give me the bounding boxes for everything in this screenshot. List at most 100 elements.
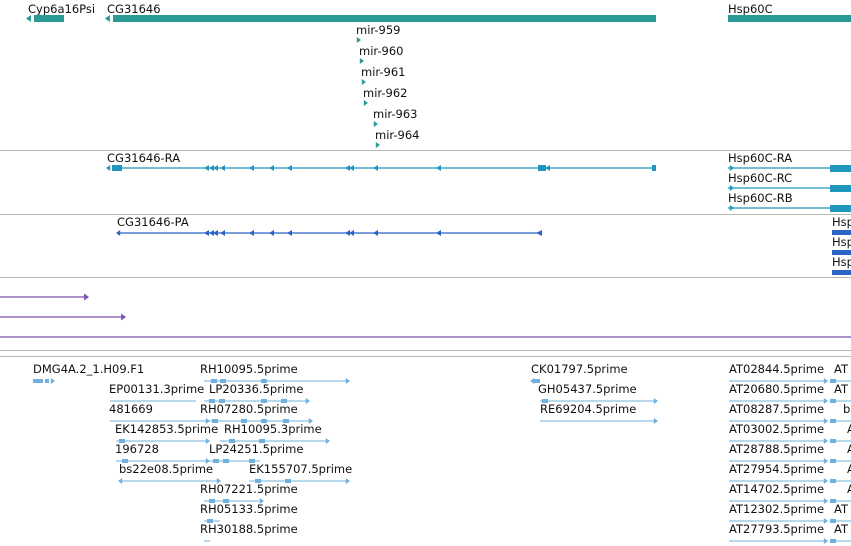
mirna-feature[interactable]: mir-961 — [361, 65, 406, 85]
protein-hsp60c[interactable]: Hsp — [832, 235, 851, 255]
est-exon — [223, 459, 229, 463]
est-exon — [542, 399, 548, 403]
est-exon — [261, 399, 267, 403]
est-feature-partial[interactable]: b — [830, 402, 851, 423]
est-feature[interactable]: CK01797.5prime — [530, 362, 628, 384]
strand-arrow-right — [823, 458, 828, 464]
est-feature[interactable]: AT27793.5prime — [729, 522, 828, 544]
est-feature-partial[interactable]: AT — [830, 382, 851, 403]
mirna-label: mir-960 — [359, 44, 404, 58]
mirna-feature[interactable]: mir-963 — [373, 107, 418, 127]
est-feature[interactable]: GH05437.5prime — [538, 382, 658, 404]
est-feature[interactable]: AT28788.5prime — [729, 442, 828, 464]
gene-bar — [113, 15, 656, 22]
gene-label: Hsp60C — [728, 2, 773, 16]
est-feature-partial[interactable]: AT — [830, 502, 851, 523]
transcript-hsp60c[interactable]: Hsp60C-RB — [728, 191, 851, 212]
protein-label: Hsp — [832, 215, 851, 229]
protein-bar — [832, 230, 851, 235]
est-feature[interactable]: AT20680.5prime — [729, 382, 828, 404]
exon-marker — [269, 230, 274, 236]
gene-hsp60c[interactable]: Hsp60C — [728, 2, 851, 22]
est-feature-partial[interactable]: A — [830, 482, 851, 503]
est-exon — [259, 439, 265, 443]
mirna-arrow — [375, 142, 380, 148]
est-exon — [119, 439, 125, 443]
mirna-feature[interactable]: mir-964 — [375, 128, 420, 148]
est-feature[interactable]: AT02844.5prime — [729, 362, 828, 384]
est-feature-partial[interactable]: AT — [830, 362, 851, 383]
est-feature[interactable]: AT27954.5prime — [729, 462, 828, 484]
est-exon — [830, 459, 836, 463]
est-exon — [249, 459, 255, 463]
strand-arrow-right — [325, 438, 330, 444]
exon-marker — [345, 165, 350, 171]
est-feature[interactable]: RE69204.5prime — [540, 402, 658, 424]
exon-marker — [287, 230, 292, 236]
exon-marker — [213, 230, 218, 236]
est-feature[interactable]: EP00131.3prime — [109, 382, 204, 402]
est-feature-partial[interactable]: A — [830, 442, 851, 463]
est-feature[interactable]: LP24251.5prime — [204, 442, 303, 463]
exon-block — [538, 165, 546, 171]
linear-feature[interactable] — [0, 313, 126, 321]
transcript-hsp60c[interactable]: Hsp60C-RA — [728, 151, 851, 172]
mirna-arrow — [373, 121, 378, 127]
est-feature[interactable]: 481669 — [109, 402, 210, 424]
est-exon — [45, 379, 49, 383]
est-feature[interactable]: AT03002.5prime — [729, 422, 828, 444]
exon-marker — [349, 230, 354, 236]
protein-hsp60c[interactable]: Hsp — [832, 215, 851, 235]
est-label: AT — [834, 522, 849, 536]
exon-marker — [373, 165, 378, 171]
exon-block — [830, 205, 851, 212]
est-feature[interactable]: RH07280.5prime — [200, 402, 313, 424]
exon-marker — [204, 165, 209, 171]
est-feature[interactable]: AT12302.5prime — [729, 502, 828, 524]
est-feature[interactable]: EK155707.5prime — [249, 462, 352, 484]
est-feature[interactable]: RH05133.5prime — [200, 502, 298, 523]
est-feature[interactable]: RH07221.5prime — [200, 482, 298, 504]
gene-label: CG31646 — [107, 2, 161, 16]
est-feature-partial[interactable]: A — [830, 422, 851, 443]
est-label: RH10095.3prime — [224, 422, 322, 436]
est-label: AT — [834, 502, 849, 516]
strand-arrow-right — [653, 398, 658, 404]
est-label: A — [847, 422, 851, 436]
est-feature[interactable]: RH30188.5prime — [200, 522, 298, 542]
est-feature[interactable]: AT14702.5prime — [729, 482, 828, 504]
protein-cg31646-pa[interactable]: CG31646-PA — [116, 215, 542, 236]
est-feature[interactable]: bs22e08.5prime — [118, 462, 221, 484]
exon-block — [830, 165, 851, 172]
est-feature[interactable]: EK142853.5prime — [115, 422, 218, 444]
exon-marker — [249, 165, 254, 171]
gene-cyp6a16psi[interactable]: Cyp6a16Psi — [26, 2, 95, 22]
strand-arrow-right — [823, 398, 828, 404]
protein-label: Hsp — [832, 235, 851, 249]
transcript-cg31646-ra[interactable]: CG31646-RA — [106, 151, 656, 171]
est-feature-partial[interactable]: AT — [830, 522, 851, 543]
mirna-label: mir-962 — [363, 86, 408, 100]
linear-feature[interactable] — [0, 293, 89, 301]
est-label: RE69204.5prime — [540, 402, 636, 416]
exon-block — [112, 165, 122, 171]
est-feature[interactable]: AT08287.5prime — [729, 402, 828, 424]
exon-marker — [220, 230, 225, 236]
est-feature[interactable]: 196728 — [115, 442, 210, 464]
est-feature[interactable]: RH10095.5prime — [200, 362, 350, 384]
est-feature-partial[interactable]: A — [830, 462, 851, 483]
mirna-feature[interactable]: mir-960 — [359, 44, 404, 64]
mirna-feature[interactable]: mir-962 — [363, 86, 408, 106]
protein-hsp60c[interactable]: Hsp — [832, 255, 851, 275]
strand-arrow-right — [205, 438, 210, 444]
exon-marker — [249, 230, 254, 236]
est-feature[interactable]: RH10095.3prime — [220, 422, 330, 444]
est-feature[interactable]: DMG4A.2_1.H09.F1 — [33, 362, 144, 384]
gene-bar — [34, 15, 64, 22]
est-label: GH05437.5prime — [538, 382, 637, 396]
est-feature[interactable]: LP20336.5prime — [204, 382, 310, 404]
mirna-feature[interactable]: mir-959 — [356, 23, 401, 43]
transcript-hsp60c[interactable]: Hsp60C-RC — [728, 171, 851, 192]
gene-cg31646[interactable]: CG31646 — [105, 2, 656, 22]
